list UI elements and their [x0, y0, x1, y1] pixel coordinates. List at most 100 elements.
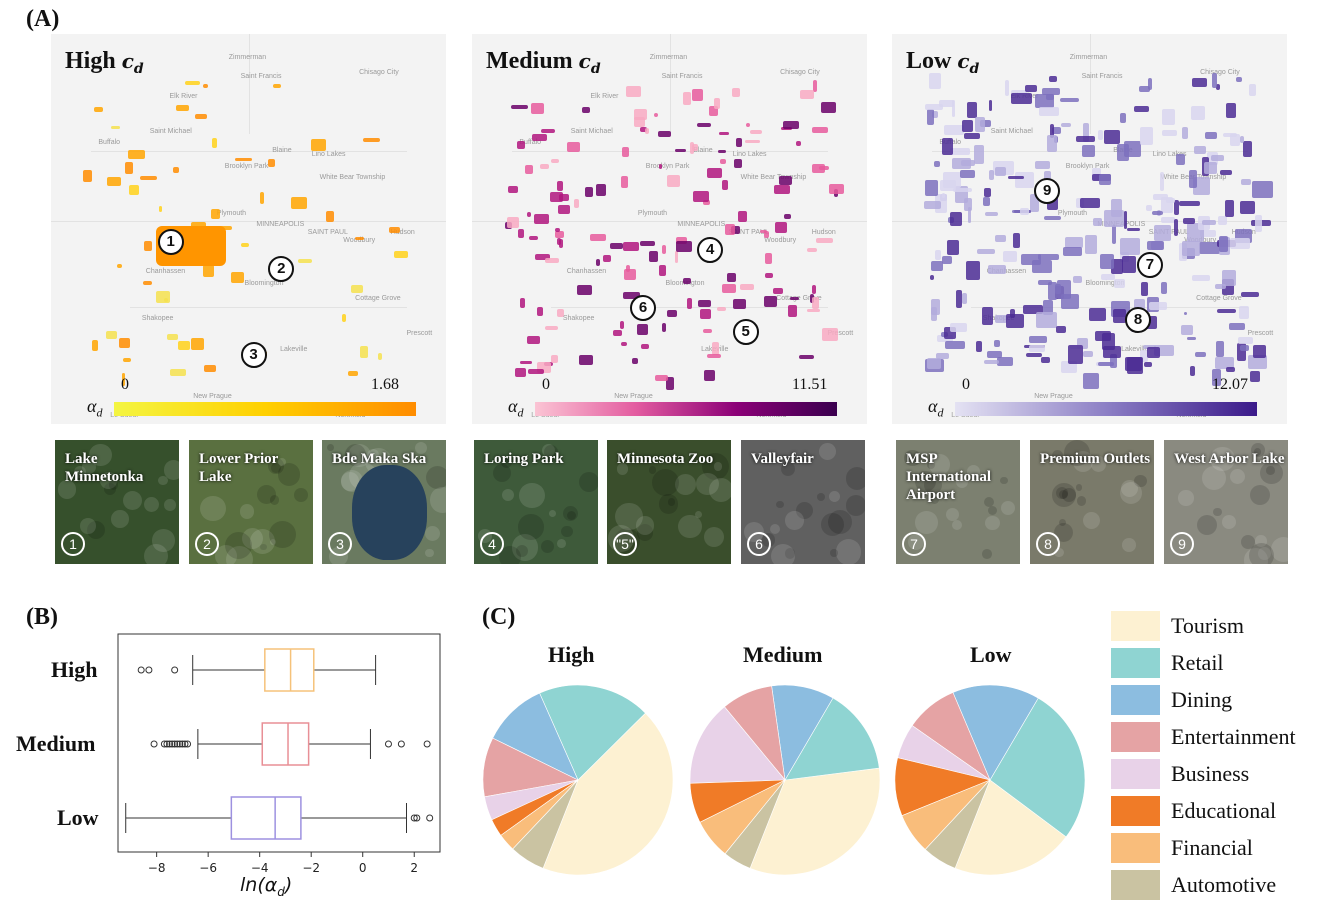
thumbnail-texture [424, 525, 440, 541]
map-patch [975, 116, 986, 132]
thumbnail-texture [987, 505, 997, 516]
map-patch [1098, 173, 1112, 185]
map-patch [621, 147, 630, 158]
map-patch [1190, 365, 1196, 376]
thumbnail-texture [952, 519, 963, 530]
thumbnail-texture [1061, 487, 1077, 503]
map-patch [111, 125, 120, 130]
map-patch [541, 128, 556, 133]
map-patch [783, 121, 799, 130]
map-patch [1049, 123, 1055, 139]
map-patch [1085, 234, 1097, 254]
thumbnail-texture [271, 463, 281, 473]
map-patch [634, 108, 648, 120]
map-patch [1199, 229, 1217, 237]
map-patch [545, 257, 559, 263]
legend-swatch [1111, 833, 1160, 863]
boxplot-x-tick-label: 2 [410, 861, 418, 875]
map-patch [1133, 299, 1145, 310]
thumbnail-texture [269, 538, 277, 546]
map-patch [1161, 130, 1177, 136]
thumbnail-texture [518, 514, 544, 540]
map-patch [1100, 253, 1114, 270]
map-patch [1110, 198, 1122, 217]
map-patch [1048, 282, 1058, 301]
map-title-level: High [65, 48, 122, 74]
map-patch [1109, 353, 1118, 368]
thumbnail-texture [635, 516, 655, 535]
map-patch [1010, 308, 1016, 318]
thumbnail-texture [267, 458, 284, 475]
boxplot-x-tick-label: −2 [302, 861, 320, 875]
map-patch [623, 291, 640, 299]
map-patch [567, 141, 580, 152]
thumbnail-texture [1250, 442, 1265, 457]
map-patch [662, 244, 666, 254]
map-patch [1145, 205, 1153, 211]
map-place-name: Chanhassen [566, 268, 607, 275]
map-patch [1229, 323, 1245, 331]
boxplot-category-low: Low [57, 805, 99, 830]
boxplot-outlier [410, 814, 418, 822]
map-patch [1180, 325, 1193, 335]
colorbar [535, 402, 837, 416]
thumbnail-texture [828, 491, 840, 502]
colorbar-min-label: 0 [542, 376, 550, 393]
boxplot-outlier [150, 740, 158, 748]
map-patch [590, 234, 606, 241]
map-patch [1051, 127, 1061, 134]
map-patch [624, 269, 636, 281]
map-patch [1216, 84, 1220, 90]
map-place-name: Blaine [272, 147, 292, 155]
map-patch [1147, 346, 1160, 358]
map-patch [173, 166, 179, 173]
map-patch [1211, 155, 1225, 162]
thumbnail-texture [214, 545, 237, 564]
thumbnail-texture [1122, 538, 1136, 552]
thumbnail-texture [260, 544, 267, 551]
legend-label: Business [1171, 761, 1250, 786]
map-patch [936, 352, 950, 360]
thumbnail-texture [163, 460, 179, 480]
map-patch [1075, 135, 1095, 142]
map-patch [731, 88, 740, 97]
thumbnail-texture [1120, 480, 1138, 498]
map-patch [118, 337, 130, 349]
map-patch [351, 285, 363, 294]
pie-slice-automotive [724, 779, 786, 869]
pie-slice-automotive [512, 779, 579, 869]
map-patch [644, 127, 649, 135]
boxplot-outlier [397, 740, 405, 748]
map-patch [675, 241, 693, 253]
map-patch [962, 120, 974, 133]
map-patch [976, 340, 983, 353]
map-patch [960, 170, 976, 178]
thumbnail-name: Lower Prior Lake [199, 451, 279, 485]
map-patch [1060, 361, 1077, 373]
map-place-name: Woodbury [764, 236, 797, 244]
map-patch [1223, 132, 1237, 137]
map-patch [537, 307, 544, 316]
map-patch [952, 188, 973, 192]
map-patch [1028, 335, 1047, 343]
map-patch [703, 370, 716, 382]
map-patch [1020, 208, 1029, 215]
map-patch [377, 352, 382, 360]
map-patch [1015, 172, 1035, 189]
map-patch [1038, 253, 1059, 261]
map-patch [658, 164, 663, 169]
map-road [472, 221, 867, 223]
thumbnail-texture [57, 479, 77, 499]
thumbnail-texture [76, 473, 85, 482]
map-patch [967, 207, 972, 224]
boxplot-category-high: High [51, 657, 98, 682]
thumbnail-texture [1213, 508, 1222, 517]
thumbnail-texture [111, 510, 129, 528]
map-patch [1140, 350, 1148, 363]
map-patch [388, 226, 401, 233]
map-patch [1239, 344, 1249, 351]
map-patch [690, 141, 694, 155]
map-patch [779, 175, 792, 185]
map-patch [1161, 196, 1173, 213]
map-patch [666, 310, 677, 317]
